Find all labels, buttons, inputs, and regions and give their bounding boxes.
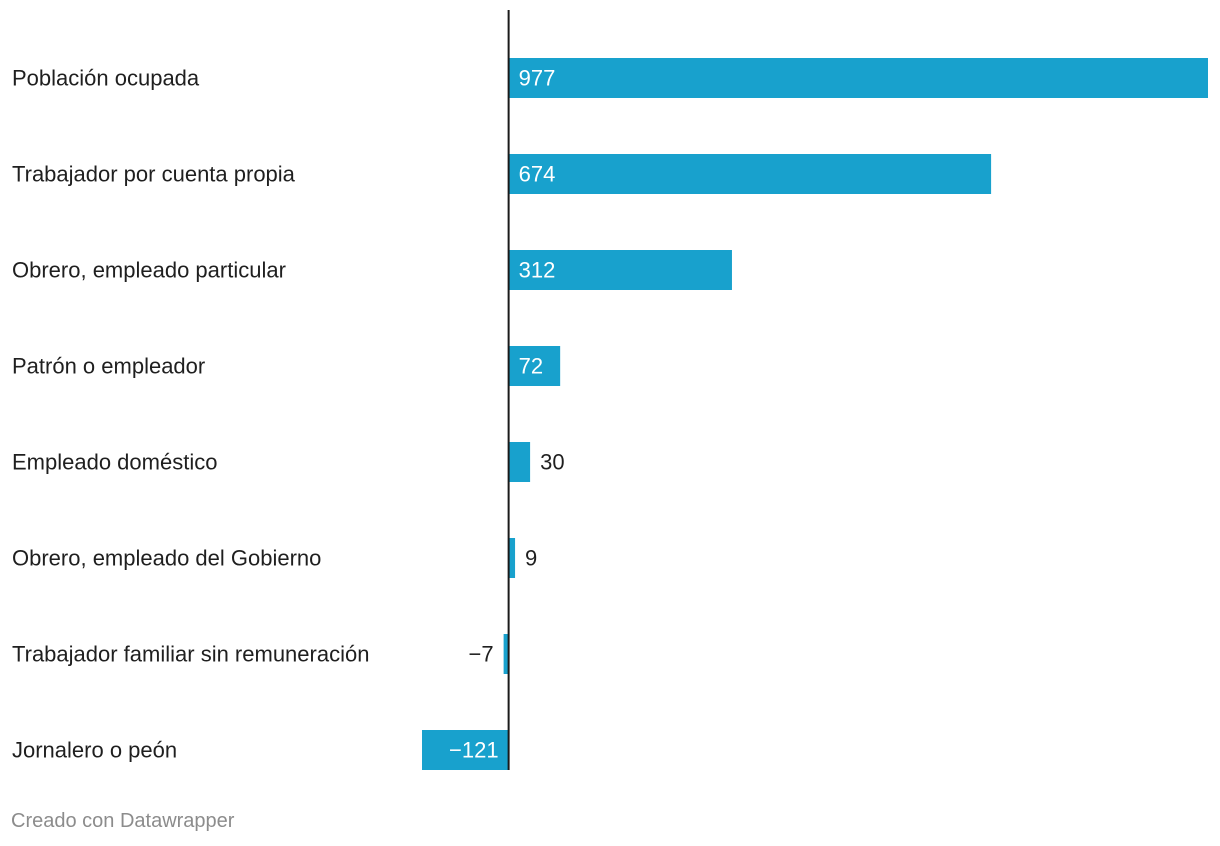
value-label: 977	[519, 66, 556, 91]
category-label: Obrero, empleado del Gobierno	[12, 546, 321, 571]
value-label: 9	[525, 546, 537, 571]
bar[interactable]	[422, 730, 509, 770]
value-label: 72	[519, 354, 543, 379]
value-label: −7	[469, 642, 494, 667]
credit-text[interactable]: Creado con Datawrapper	[11, 810, 235, 832]
bar[interactable]	[508, 250, 732, 290]
category-label: Población ocupada	[12, 66, 200, 91]
category-label: Obrero, empleado particular	[12, 258, 286, 283]
bar[interactable]	[508, 442, 531, 482]
value-label: 30	[540, 450, 564, 475]
value-label: 312	[519, 258, 556, 283]
bar[interactable]	[508, 538, 516, 578]
bar[interactable]	[508, 154, 992, 194]
category-label: Trabajador familiar sin remuneración	[12, 642, 369, 667]
category-label: Patrón o empleador	[12, 354, 205, 379]
bar-chart: Población ocupada 977 Trabajador por cuent…	[12, 10, 1208, 770]
category-label: Jornalero o peón	[12, 738, 177, 763]
category-label: Trabajador por cuenta propia	[12, 162, 296, 187]
value-label: −121	[449, 738, 499, 763]
bar[interactable]	[503, 634, 509, 674]
category-label: Empleado doméstico	[12, 450, 217, 475]
value-label: 674	[519, 162, 556, 187]
bar[interactable]	[508, 58, 1208, 98]
bar[interactable]	[508, 346, 561, 386]
